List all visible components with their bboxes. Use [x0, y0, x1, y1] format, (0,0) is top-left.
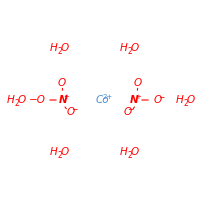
Text: O: O	[58, 78, 66, 88]
Text: 2: 2	[57, 151, 62, 160]
Text: −O: −O	[29, 95, 45, 105]
Text: H: H	[7, 95, 15, 105]
Text: −: −	[128, 106, 134, 114]
Text: H: H	[50, 43, 58, 53]
Text: O: O	[61, 43, 69, 53]
Text: H: H	[176, 95, 184, 105]
Text: −: −	[71, 106, 77, 114]
Text: N: N	[130, 95, 139, 105]
Text: +: +	[64, 94, 70, 100]
Text: O: O	[131, 43, 139, 53]
Text: O: O	[124, 107, 132, 117]
Text: H: H	[120, 147, 128, 157]
Text: H: H	[120, 43, 128, 53]
Text: O: O	[187, 95, 195, 105]
Text: O: O	[154, 95, 162, 105]
Text: O: O	[67, 107, 75, 117]
Text: Co: Co	[95, 95, 109, 105]
Text: 2+: 2+	[102, 94, 113, 100]
Text: N: N	[59, 95, 67, 105]
Text: 2: 2	[127, 47, 132, 56]
Text: O: O	[18, 95, 26, 105]
Text: O: O	[134, 78, 142, 88]
Text: O: O	[131, 147, 139, 157]
Text: O: O	[61, 147, 69, 157]
Text: 2: 2	[127, 151, 132, 160]
Text: 2: 2	[14, 99, 19, 108]
Text: H: H	[50, 147, 58, 157]
Text: 2: 2	[57, 47, 62, 56]
Text: +: +	[135, 94, 141, 100]
Text: 2: 2	[183, 99, 188, 108]
Text: −: −	[158, 94, 164, 102]
